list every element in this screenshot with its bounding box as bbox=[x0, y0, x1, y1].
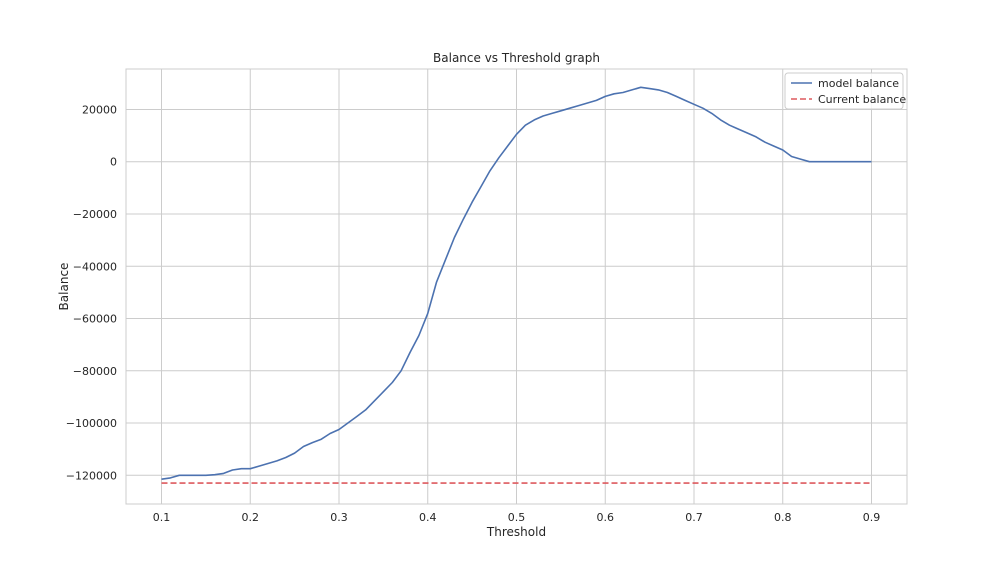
y-tick-label: 0 bbox=[110, 156, 117, 169]
legend: model balance Current balance bbox=[784, 72, 906, 110]
y-tick-label: −80000 bbox=[73, 365, 117, 378]
legend-box bbox=[784, 72, 904, 110]
y-tick-label: −100000 bbox=[66, 417, 117, 430]
x-axis-label: Threshold bbox=[486, 525, 546, 539]
y-tick-label: −20000 bbox=[73, 208, 117, 221]
y-tick-labels: 20000 0 −20000 −40000 −60000 −80000 −100000 −12… bbox=[66, 103, 117, 482]
series-line-model-balance bbox=[161, 86, 872, 480]
chart-title: Balance vs Threshold graph bbox=[433, 51, 600, 65]
x-tick-label: 0.4 bbox=[419, 511, 437, 524]
y-tick-label: −40000 bbox=[73, 260, 117, 273]
grid bbox=[126, 69, 907, 504]
series-group bbox=[161, 86, 872, 484]
x-tick-label: 0.5 bbox=[508, 511, 526, 524]
y-axis-label: Balance bbox=[57, 263, 71, 311]
x-tick-label: 0.9 bbox=[863, 511, 881, 524]
legend-entry: Current balance bbox=[818, 93, 906, 106]
x-tick-label: 0.8 bbox=[774, 511, 792, 524]
x-tick-label: 0.1 bbox=[153, 511, 171, 524]
legend-entry: model balance bbox=[818, 77, 899, 90]
plot-frame bbox=[125, 68, 908, 505]
x-tick-label: 0.6 bbox=[597, 511, 615, 524]
x-tick-label: 0.3 bbox=[330, 511, 348, 524]
y-tick-label: 20000 bbox=[82, 103, 117, 116]
x-tick-label: 0.7 bbox=[685, 511, 703, 524]
x-tick-label: 0.2 bbox=[242, 511, 260, 524]
x-tick-labels: 0.1 0.2 0.3 0.4 0.5 0.6 0.7 0.8 0.9 bbox=[153, 511, 881, 524]
y-tick-label: −60000 bbox=[73, 313, 117, 326]
y-tick-label: −120000 bbox=[66, 469, 117, 482]
